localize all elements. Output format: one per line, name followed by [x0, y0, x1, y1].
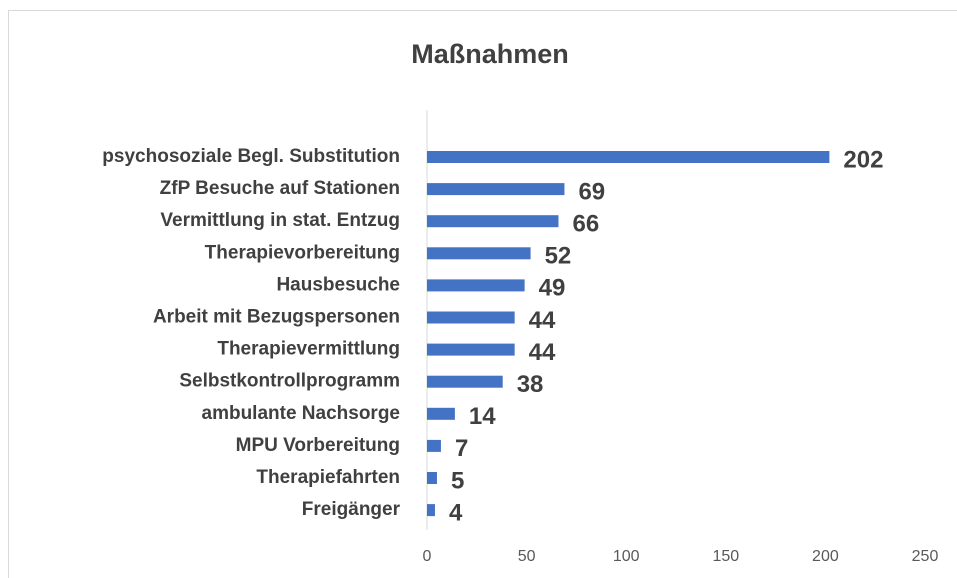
x-tick-label: 250 [912, 548, 939, 565]
bar [427, 151, 830, 163]
y-tick-label: Hausbesuche [276, 274, 400, 295]
y-tick-label: Freigänger [302, 499, 401, 520]
value-label: 66 [572, 211, 599, 238]
x-tick-label: 100 [613, 548, 640, 565]
y-tick-label: MPU Vorbereitung [236, 435, 400, 456]
y-tick-label: psychosoziale Begl. Substitution [102, 146, 400, 167]
value-label: 38 [517, 371, 544, 398]
y-tick-label: Vermittlung in stat. Entzug [160, 210, 400, 231]
bar [427, 311, 515, 324]
bar [427, 504, 435, 517]
y-tick-label: ZfP Besuche auf Stationen [160, 178, 400, 199]
bar [427, 343, 515, 356]
y-tick-label: Therapievorbereitung [205, 242, 400, 263]
value-label: 49 [539, 275, 566, 302]
value-label: 7 [455, 435, 468, 462]
y-tick-label: Therapiefahrten [256, 467, 400, 488]
y-tick-label: Selbstkontrollprogramm [179, 371, 400, 392]
value-label: 69 [578, 178, 605, 205]
bar [427, 439, 441, 452]
x-tick-label: 0 [423, 548, 432, 565]
bar [427, 247, 531, 260]
bar [427, 183, 565, 196]
value-label: 44 [529, 307, 556, 334]
bar [427, 279, 525, 292]
x-tick-label: 150 [712, 548, 739, 565]
value-label: 44 [529, 339, 556, 366]
y-tick-label: ambulante Nachsorge [202, 403, 401, 424]
bar [427, 215, 559, 228]
value-label: 52 [545, 243, 572, 270]
y-tick-label: Therapievermittlung [217, 339, 400, 360]
bar [427, 375, 503, 388]
bar [427, 472, 437, 484]
value-label: 202 [843, 146, 883, 173]
x-tick-label: 200 [812, 548, 839, 565]
value-label: 5 [451, 467, 464, 494]
value-label: 14 [469, 403, 496, 430]
y-tick-label: Arbeit mit Bezugspersonen [153, 307, 400, 328]
chart-border [8, 10, 957, 578]
chart-title: Maßnahmen [411, 39, 569, 69]
value-label: 4 [449, 499, 463, 526]
bar [427, 407, 455, 420]
x-tick-label: 50 [518, 548, 536, 565]
